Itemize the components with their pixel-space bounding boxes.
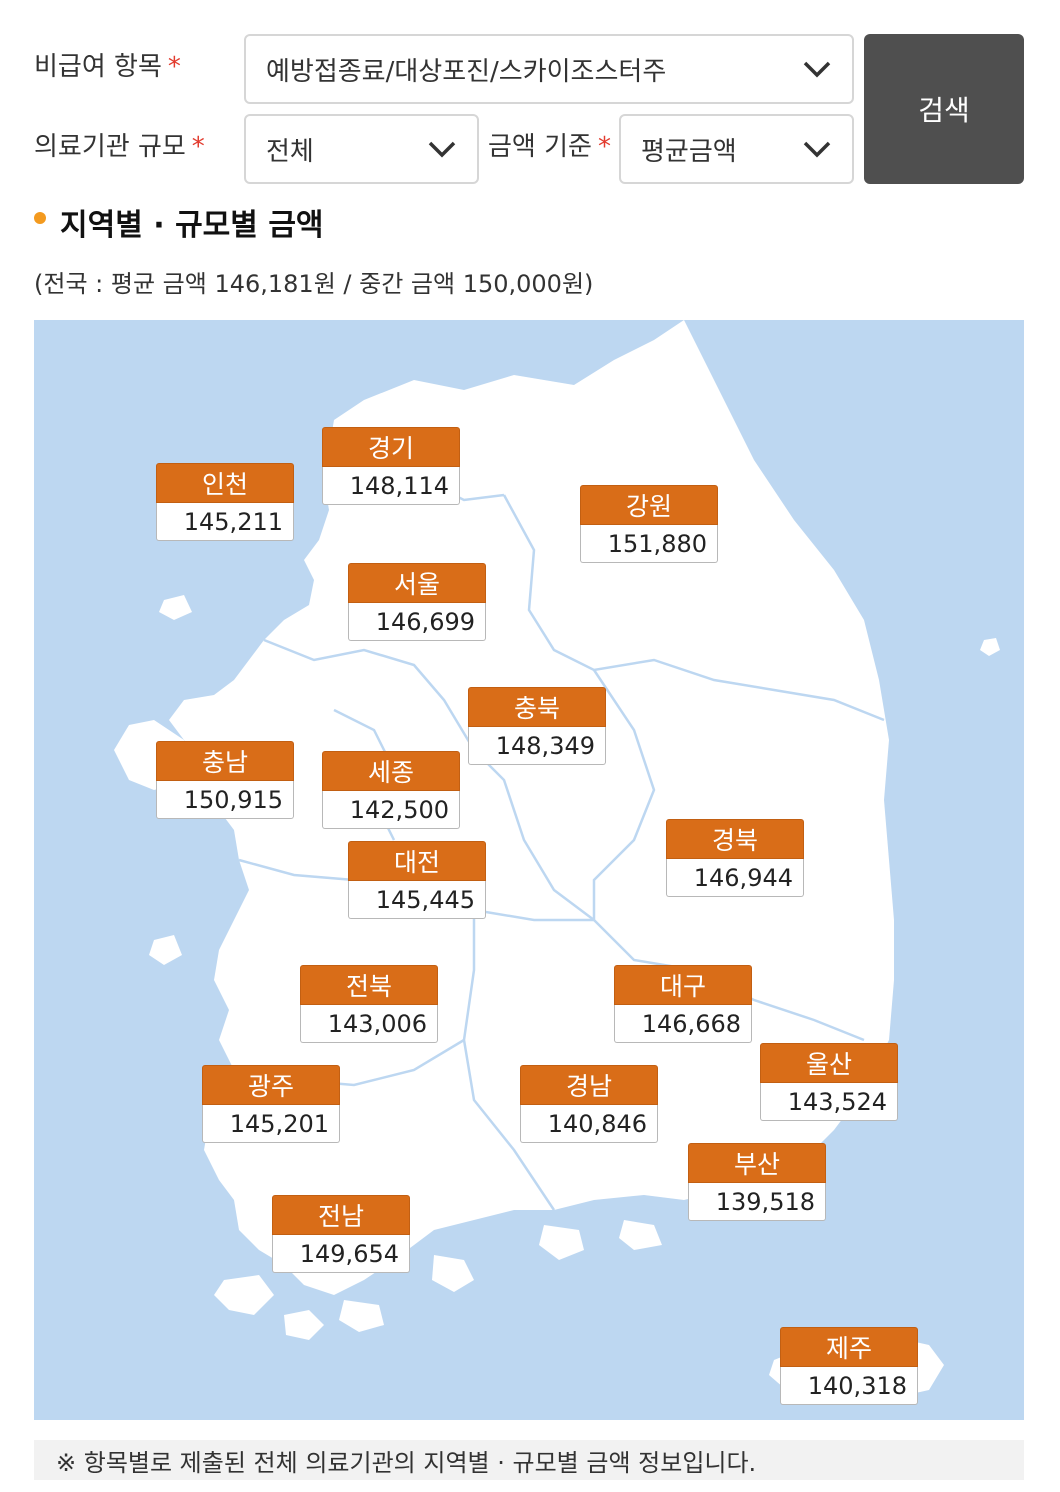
region-value: 146,668 bbox=[614, 1005, 752, 1043]
region-name: 경북 bbox=[666, 819, 804, 859]
region-name: 경남 bbox=[520, 1065, 658, 1105]
region-jeonnam[interactable]: 전남 149,654 bbox=[272, 1195, 410, 1273]
region-daejeon[interactable]: 대전 145,445 bbox=[348, 841, 486, 919]
region-chungbuk[interactable]: 충북 148,349 bbox=[468, 687, 606, 765]
region-gwangju[interactable]: 광주 145,201 bbox=[202, 1065, 340, 1143]
region-gyeongbuk[interactable]: 경북 146,944 bbox=[666, 819, 804, 897]
region-value: 145,211 bbox=[156, 503, 294, 541]
region-name: 대구 bbox=[614, 965, 752, 1005]
region-name: 충남 bbox=[156, 741, 294, 781]
region-seoul[interactable]: 서울 146,699 bbox=[348, 563, 486, 641]
region-value: 149,654 bbox=[272, 1235, 410, 1273]
basis-label-text: 금액 기준 bbox=[488, 132, 592, 162]
region-ulsan[interactable]: 울산 143,524 bbox=[760, 1043, 898, 1121]
section-title: 지역별 · 규모별 금액 bbox=[60, 208, 324, 243]
required-mark: * bbox=[191, 132, 205, 162]
region-name: 제주 bbox=[780, 1327, 918, 1367]
region-value: 146,699 bbox=[348, 603, 486, 641]
region-gyeongnam[interactable]: 경남 140,846 bbox=[520, 1065, 658, 1143]
region-name: 서울 bbox=[348, 563, 486, 603]
bullet-icon bbox=[34, 212, 46, 224]
chevron-down-icon bbox=[803, 141, 831, 158]
region-name: 충북 bbox=[468, 687, 606, 727]
required-mark: * bbox=[167, 52, 181, 82]
region-name: 전남 bbox=[272, 1195, 410, 1235]
search-button[interactable]: 검색 bbox=[864, 34, 1024, 184]
region-gangwon[interactable]: 강원 151,880 bbox=[580, 485, 718, 563]
region-value: 148,349 bbox=[468, 727, 606, 765]
basis-label: 금액 기준 * bbox=[488, 132, 611, 162]
region-name: 세종 bbox=[322, 751, 460, 791]
region-jeonbuk[interactable]: 전북 143,006 bbox=[300, 965, 438, 1043]
region-map bbox=[34, 320, 1024, 1420]
item-select[interactable]: 예방접종료/대상포진/스카이조스터주 bbox=[244, 34, 854, 104]
chevron-down-icon bbox=[428, 141, 456, 158]
region-busan[interactable]: 부산 139,518 bbox=[688, 1143, 826, 1221]
region-gyeonggi[interactable]: 경기 148,114 bbox=[322, 427, 460, 505]
region-value: 143,006 bbox=[300, 1005, 438, 1043]
region-jeju[interactable]: 제주 140,318 bbox=[780, 1327, 918, 1405]
region-name: 부산 bbox=[688, 1143, 826, 1183]
footnote: ※ 항목별로 제출된 전체 의료기관의 지역별 · 규모별 금액 정보입니다. bbox=[34, 1440, 1024, 1480]
section-subtitle: (전국 : 평균 금액 146,181원 / 중간 금액 150,000원) bbox=[34, 270, 594, 298]
scale-select[interactable]: 전체 bbox=[244, 114, 479, 184]
region-value: 146,944 bbox=[666, 859, 804, 897]
item-label: 비급여 항목 * bbox=[34, 52, 181, 82]
region-value: 139,518 bbox=[688, 1183, 826, 1221]
region-value: 151,880 bbox=[580, 525, 718, 563]
region-value: 148,114 bbox=[322, 467, 460, 505]
region-name: 전북 bbox=[300, 965, 438, 1005]
basis-select[interactable]: 평균금액 bbox=[619, 114, 854, 184]
required-mark: * bbox=[597, 132, 611, 162]
region-value: 145,201 bbox=[202, 1105, 340, 1143]
scale-label-text: 의료기관 규모 bbox=[34, 132, 186, 162]
region-value: 142,500 bbox=[322, 791, 460, 829]
region-name: 울산 bbox=[760, 1043, 898, 1083]
basis-select-value: 평균금액 bbox=[641, 136, 737, 167]
region-daegu[interactable]: 대구 146,668 bbox=[614, 965, 752, 1043]
region-value: 140,318 bbox=[780, 1367, 918, 1405]
region-chungnam[interactable]: 충남 150,915 bbox=[156, 741, 294, 819]
region-sejong[interactable]: 세종 142,500 bbox=[322, 751, 460, 829]
chevron-down-icon bbox=[803, 61, 831, 78]
region-incheon[interactable]: 인천 145,211 bbox=[156, 463, 294, 541]
region-value: 150,915 bbox=[156, 781, 294, 819]
item-select-value: 예방접종료/대상포진/스카이조스터주 bbox=[266, 56, 667, 87]
region-name: 경기 bbox=[322, 427, 460, 467]
region-name: 인천 bbox=[156, 463, 294, 503]
region-name: 강원 bbox=[580, 485, 718, 525]
region-value: 145,445 bbox=[348, 881, 486, 919]
region-name: 광주 bbox=[202, 1065, 340, 1105]
scale-select-value: 전체 bbox=[266, 136, 314, 167]
scale-label: 의료기관 규모 * bbox=[34, 132, 205, 162]
region-name: 대전 bbox=[348, 841, 486, 881]
region-value: 140,846 bbox=[520, 1105, 658, 1143]
item-label-text: 비급여 항목 bbox=[34, 52, 162, 82]
region-value: 143,524 bbox=[760, 1083, 898, 1121]
